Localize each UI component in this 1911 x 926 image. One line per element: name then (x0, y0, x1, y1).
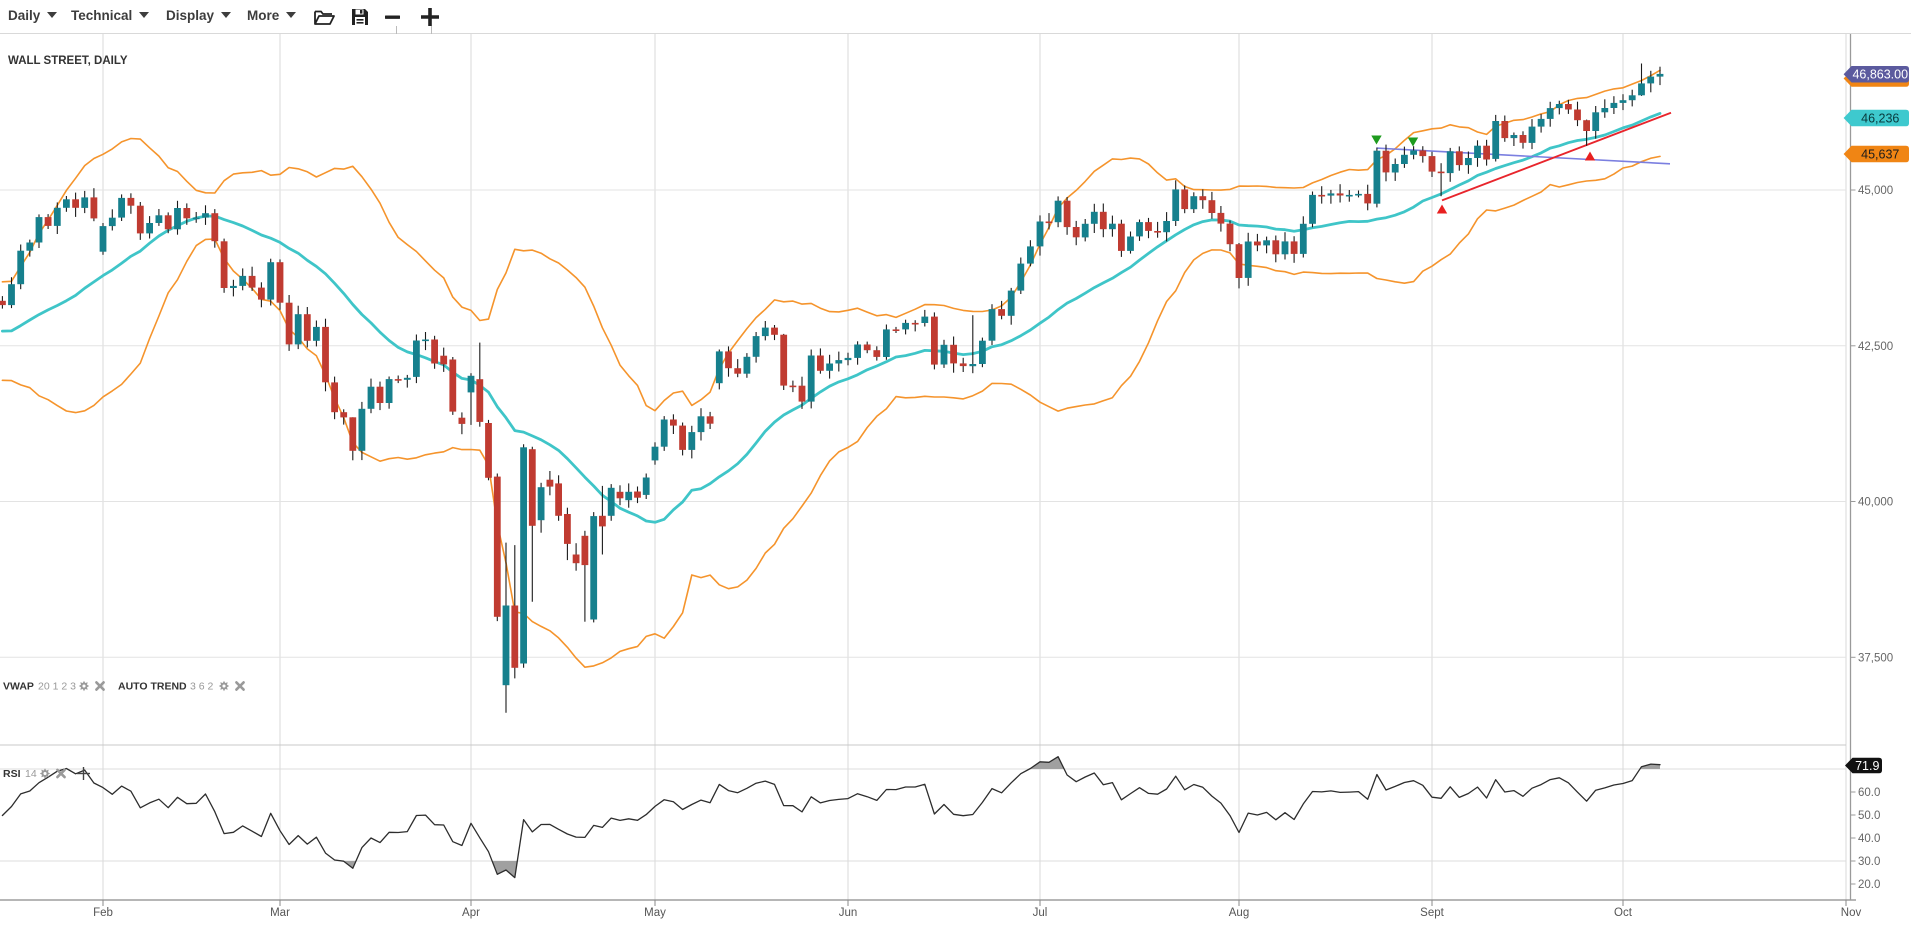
svg-text:RSI: RSI (3, 768, 21, 780)
svg-text:Aug: Aug (1229, 907, 1249, 919)
svg-text:50.0: 50.0 (1858, 810, 1880, 822)
svg-text:Apr: Apr (462, 907, 480, 919)
svg-text:WALL STREET, DAILY: WALL STREET, DAILY (8, 55, 128, 67)
svg-text:Jul: Jul (1033, 907, 1048, 919)
svg-text:37,500: 37,500 (1858, 652, 1893, 664)
svg-text:20.0: 20.0 (1858, 879, 1880, 891)
svg-text:Nov: Nov (1841, 907, 1862, 919)
svg-text:20 1 2 3: 20 1 2 3 (38, 681, 76, 693)
svg-text:Sept: Sept (1420, 907, 1444, 919)
svg-text:May: May (644, 907, 666, 919)
svg-text:45,000: 45,000 (1858, 185, 1893, 197)
svg-text:14: 14 (25, 768, 37, 780)
svg-text:46,236: 46,236 (1861, 111, 1899, 125)
svg-text:Mar: Mar (270, 907, 290, 919)
svg-text:60.0: 60.0 (1858, 787, 1880, 799)
svg-text:40,000: 40,000 (1858, 497, 1893, 509)
svg-text:71.9: 71.9 (1855, 759, 1879, 773)
svg-text:40.0: 40.0 (1858, 833, 1880, 845)
svg-text:42,500: 42,500 (1858, 341, 1893, 353)
svg-text:VWAP: VWAP (3, 681, 34, 693)
svg-text:3 6 2: 3 6 2 (190, 681, 214, 693)
svg-text:46,863.00: 46,863.00 (1852, 68, 1908, 82)
svg-text:AUTO TREND: AUTO TREND (118, 681, 187, 693)
svg-text:45,637: 45,637 (1861, 147, 1899, 161)
svg-text:30.0: 30.0 (1858, 856, 1880, 868)
svg-text:Oct: Oct (1614, 907, 1633, 919)
svg-text:Jun: Jun (839, 907, 858, 919)
svg-text:Feb: Feb (93, 907, 113, 919)
